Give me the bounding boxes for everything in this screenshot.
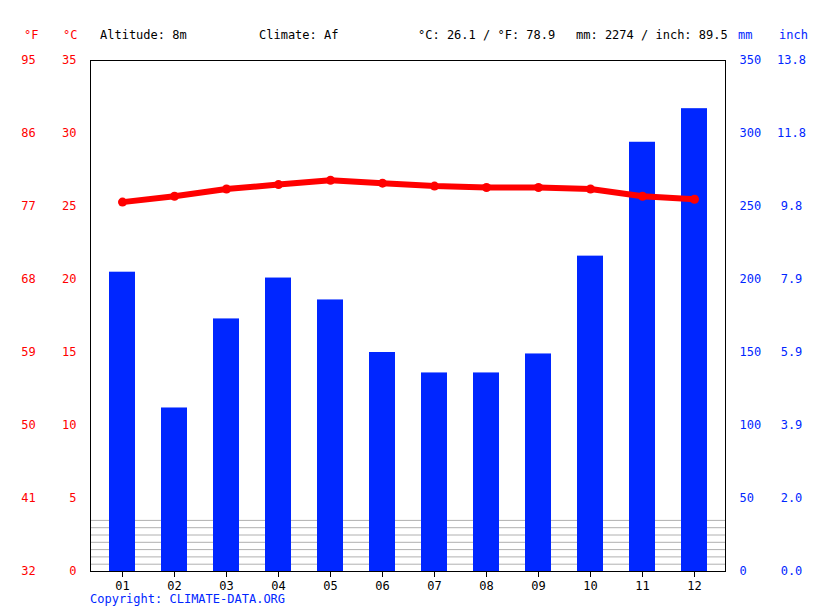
svg-text:150: 150 [740, 345, 762, 359]
svg-text:2.0: 2.0 [781, 491, 803, 505]
svg-text:3.9: 3.9 [781, 418, 803, 432]
svg-text:05: 05 [323, 579, 337, 593]
svg-text:20: 20 [62, 272, 76, 286]
svg-text:250: 250 [740, 199, 762, 213]
svg-text:41: 41 [21, 491, 35, 505]
svg-text:02: 02 [167, 579, 181, 593]
svg-text:50: 50 [21, 418, 35, 432]
html-text:°C: 26.1 / °F: 78.9: °C: 26.1 / °F: 78.9 [418, 28, 556, 42]
svg-text:07: 07 [427, 579, 441, 593]
svg-text:15: 15 [62, 345, 76, 359]
html-text:°C: °C [63, 28, 78, 42]
svg-text:01: 01 [115, 579, 129, 593]
svg-text:0.0: 0.0 [781, 564, 803, 578]
html-text:°F: °F [24, 28, 39, 42]
svg-text:09: 09 [531, 579, 545, 593]
html-text:inch: inch [779, 28, 808, 42]
svg-text:0: 0 [69, 564, 76, 578]
svg-text:32: 32 [21, 564, 35, 578]
svg-text:50: 50 [740, 491, 754, 505]
svg-text:350: 350 [740, 53, 762, 67]
svg-text:5.9: 5.9 [781, 345, 803, 359]
svg-text:03: 03 [219, 579, 233, 593]
html-text:Altitude: 8m: Altitude: 8m [100, 28, 187, 42]
svg-text:77: 77 [21, 199, 35, 213]
svg-text:11.8: 11.8 [777, 126, 806, 140]
svg-text:59: 59 [21, 345, 35, 359]
html-text:Copyright: CLIMATE-DATA.ORG: Copyright: CLIMATE-DATA.ORG [90, 592, 286, 606]
svg-text:11: 11 [635, 579, 649, 593]
svg-text:300: 300 [740, 126, 762, 140]
svg-text:08: 08 [479, 579, 493, 593]
svg-text:86: 86 [21, 126, 35, 140]
svg-text:9.8: 9.8 [781, 199, 803, 213]
svg-text:7.9: 7.9 [781, 272, 803, 286]
svg-text:68: 68 [21, 272, 35, 286]
svg-text:10: 10 [583, 579, 597, 593]
svg-text:35: 35 [62, 53, 76, 67]
svg-text:30: 30 [62, 126, 76, 140]
svg-text:04: 04 [271, 579, 285, 593]
svg-text:5: 5 [69, 491, 76, 505]
svg-text:13.8: 13.8 [777, 53, 806, 67]
svg-text:25: 25 [62, 199, 76, 213]
svg-text:12: 12 [687, 579, 701, 593]
svg-text:95: 95 [21, 53, 35, 67]
svg-text:100: 100 [740, 418, 762, 432]
svg-text:0: 0 [740, 564, 747, 578]
html-text:mm: 2274 / inch: 89.5: mm: 2274 / inch: 89.5 [576, 28, 728, 42]
svg-text:06: 06 [375, 579, 389, 593]
html-text:Climate: Af: Climate: Af [259, 28, 339, 42]
html-text:mm: mm [738, 28, 753, 42]
svg-text:10: 10 [62, 418, 76, 432]
svg-text:200: 200 [740, 272, 762, 286]
